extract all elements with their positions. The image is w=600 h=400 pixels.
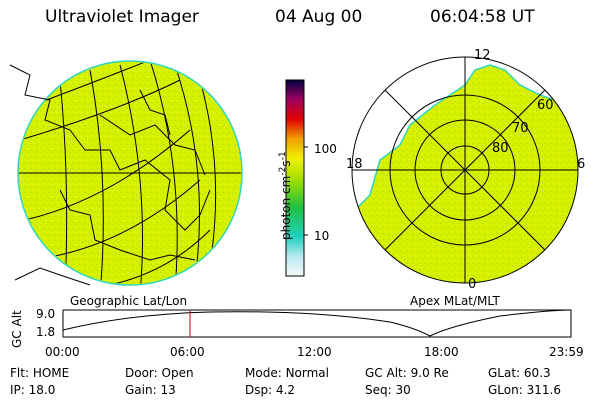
app-title: Ultraviolet Imager [45, 7, 199, 27]
colorbar-tick-10: 10 [314, 229, 330, 243]
mlat-label-70: 70 [512, 121, 529, 136]
geo-image-panel [9, 60, 243, 286]
polar-grid [351, 56, 579, 284]
status-glon: GLon: 311.6 [488, 383, 561, 397]
alt-xtick-0000: 00:00 [45, 345, 80, 359]
mlt-label-6: 6 [577, 157, 586, 172]
coastline [9, 64, 211, 286]
status-gain: Gain: 13 [125, 383, 176, 397]
status-door: Door: Open [125, 366, 194, 380]
status-ip: IP: 18.0 [10, 383, 56, 397]
mlt-label-18: 18 [346, 157, 363, 172]
altitude-curve [62, 309, 572, 337]
date-label: 04 Aug 00 [275, 7, 363, 27]
status-mode: Mode: Normal [245, 366, 329, 380]
status-dsp: Dsp: 4.2 [245, 383, 296, 397]
alt-xtick-1200: 12:00 [297, 345, 332, 359]
altitude-plot [62, 309, 572, 338]
alt-xtick-1800: 18:00 [424, 345, 459, 359]
mlat-label-60: 60 [537, 98, 554, 113]
alt-xtick-2359: 23:59 [549, 345, 584, 359]
polar-image-panel [351, 56, 579, 284]
status-gcalt: GC Alt: 9.0 Re [365, 366, 449, 380]
geo-panel-label: Geographic Lat/Lon [70, 294, 188, 308]
status-seq: Seq: 30 [365, 383, 411, 397]
mlt-label-12: 12 [474, 48, 491, 63]
time-label: 06:04:58 UT [430, 7, 535, 27]
colorbar [285, 79, 308, 277]
alt-ytick-1.8: 1.8 [36, 325, 56, 339]
polar-panel-label: Apex MLat/MLT [410, 294, 500, 308]
colorbar-tick-100: 100 [314, 142, 337, 156]
alt-xtick-0600: 06:00 [170, 345, 205, 359]
alt-ylabel: GC Alt [10, 310, 24, 348]
mlat-label-80: 80 [492, 141, 509, 156]
status-flt: Flt: HOME [10, 366, 70, 380]
status-glat: GLat: 60.3 [488, 366, 551, 380]
alt-ytick-9: 9.0 [36, 307, 56, 321]
colorbar-unit-label: photon cm-2s-1 [278, 151, 293, 240]
mlt-label-0: 0 [468, 277, 477, 292]
